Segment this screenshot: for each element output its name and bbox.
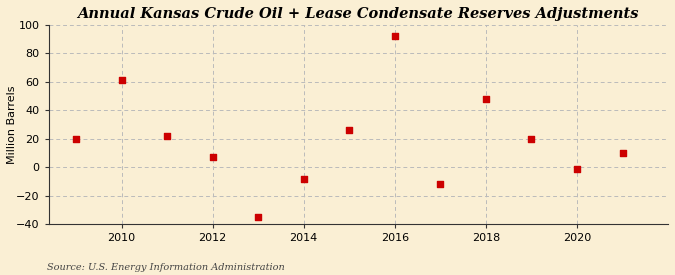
- Point: [572, 167, 583, 171]
- Point: [298, 177, 309, 181]
- Point: [207, 155, 218, 160]
- Point: [435, 182, 446, 187]
- Point: [252, 215, 263, 219]
- Point: [481, 97, 491, 101]
- Y-axis label: Million Barrels: Million Barrels: [7, 85, 17, 164]
- Text: Source: U.S. Energy Information Administration: Source: U.S. Energy Information Administ…: [47, 263, 285, 272]
- Point: [161, 134, 172, 138]
- Point: [116, 78, 127, 82]
- Point: [344, 128, 354, 133]
- Title: Annual Kansas Crude Oil + Lease Condensate Reserves Adjustments: Annual Kansas Crude Oil + Lease Condensa…: [78, 7, 639, 21]
- Point: [389, 34, 400, 39]
- Point: [526, 137, 537, 141]
- Point: [71, 137, 82, 141]
- Point: [617, 151, 628, 155]
